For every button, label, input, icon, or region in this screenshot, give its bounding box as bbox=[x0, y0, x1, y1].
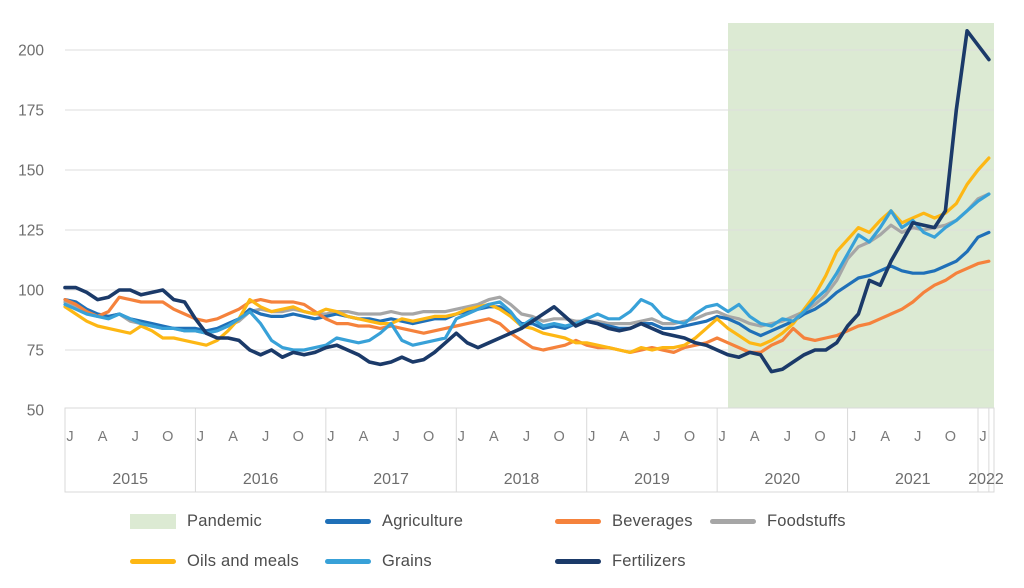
chart-legend: Pandemic Agriculture Beverages Foodstuffs Oi… bbox=[0, 0, 1024, 570]
month-tick-label: A bbox=[98, 429, 108, 445]
month-tick-label: A bbox=[619, 429, 629, 445]
legend-item-foodstuffs: Foodstuffs bbox=[710, 509, 846, 533]
legend-swatch bbox=[130, 513, 176, 529]
y-tick-label: 50 bbox=[27, 403, 45, 420]
legend-label: Fertilizers bbox=[612, 551, 686, 570]
month-tick-label: O bbox=[553, 429, 564, 445]
legend-label: Beverages bbox=[612, 511, 693, 530]
year-label: 2022 bbox=[968, 471, 1004, 488]
month-tick-label: J bbox=[979, 429, 986, 445]
y-axis-labels: 50 75 100 125 150 175 200 bbox=[18, 43, 44, 420]
month-tick-label: J bbox=[458, 429, 465, 445]
gridlines bbox=[65, 49, 994, 351]
series-line-fertilizers bbox=[63, 28, 991, 374]
legend-item-grains: Grains bbox=[325, 549, 432, 573]
legend-label: Foodstuffs bbox=[767, 511, 846, 530]
y-tick-label: 125 bbox=[18, 223, 44, 240]
month-tick-label: J bbox=[66, 429, 73, 445]
month-tick-label: J bbox=[197, 429, 204, 445]
price-index-line-chart: 50 75 100 125 150 175 200 J A J O J A J O J A J O J A J O J A J O J… bbox=[18, 23, 1004, 493]
legend-item-pandemic: Pandemic bbox=[130, 509, 262, 533]
month-tick-label: J bbox=[523, 429, 530, 445]
legend-swatch bbox=[555, 558, 601, 564]
y-tick-label: 200 bbox=[18, 43, 44, 60]
legend-label: Oils and meals bbox=[187, 551, 299, 570]
month-tick-label: O bbox=[945, 429, 956, 445]
legend-swatch bbox=[325, 558, 371, 564]
year-labels: 2015 2016 2017 2018 2019 2020 2021 2022 bbox=[112, 471, 1003, 488]
legend-label: Pandemic bbox=[187, 511, 262, 530]
year-label: 2021 bbox=[895, 471, 931, 488]
year-label: 2017 bbox=[373, 471, 409, 488]
legend-swatch bbox=[555, 518, 601, 524]
month-tick-label: O bbox=[684, 429, 695, 445]
year-label: 2016 bbox=[243, 471, 279, 488]
legend-item-agriculture: Agriculture bbox=[325, 509, 463, 533]
year-label: 2015 bbox=[112, 471, 148, 488]
x-axis-band bbox=[64, 407, 995, 493]
legend-item-oils-and-meals: Oils and meals bbox=[130, 549, 299, 573]
legend-swatch bbox=[130, 558, 176, 564]
y-tick-label: 175 bbox=[18, 103, 44, 120]
legend-item-fertilizers: Fertilizers bbox=[555, 549, 686, 573]
legend-item-beverages: Beverages bbox=[555, 509, 693, 533]
legend-label: Grains bbox=[382, 551, 432, 570]
y-tick-label: 150 bbox=[18, 163, 44, 180]
month-tick-label: A bbox=[359, 429, 369, 445]
y-tick-label: 100 bbox=[18, 283, 44, 300]
year-label: 2018 bbox=[504, 471, 540, 488]
legend-swatch bbox=[710, 518, 756, 524]
month-tick-label: J bbox=[392, 429, 399, 445]
legend-label: Agriculture bbox=[382, 511, 464, 530]
month-tick-label: O bbox=[814, 429, 825, 445]
month-tick-label: J bbox=[132, 429, 139, 445]
y-tick-label: 75 bbox=[27, 343, 44, 360]
month-tick-label: A bbox=[880, 429, 890, 445]
month-tick-label: A bbox=[228, 429, 238, 445]
month-tick-label: J bbox=[719, 429, 726, 445]
year-label: 2019 bbox=[634, 471, 670, 488]
legend-swatch bbox=[325, 518, 371, 524]
month-tick-label: O bbox=[423, 429, 434, 445]
month-tick-label: J bbox=[784, 429, 791, 445]
year-label: 2020 bbox=[765, 471, 801, 488]
month-tick-label: A bbox=[750, 429, 760, 445]
month-tick-label: O bbox=[293, 429, 304, 445]
month-tick-label: O bbox=[162, 429, 173, 445]
month-tick-label: J bbox=[588, 429, 595, 445]
month-tick-label: A bbox=[489, 429, 499, 445]
month-tick-label: J bbox=[914, 429, 921, 445]
series-line-grains bbox=[63, 192, 991, 352]
series-line-beverages bbox=[63, 259, 991, 354]
month-tick-label: J bbox=[849, 429, 856, 445]
month-tick-label: J bbox=[653, 429, 660, 445]
month-tick-label: J bbox=[327, 429, 334, 445]
month-tick-label: J bbox=[262, 429, 269, 445]
